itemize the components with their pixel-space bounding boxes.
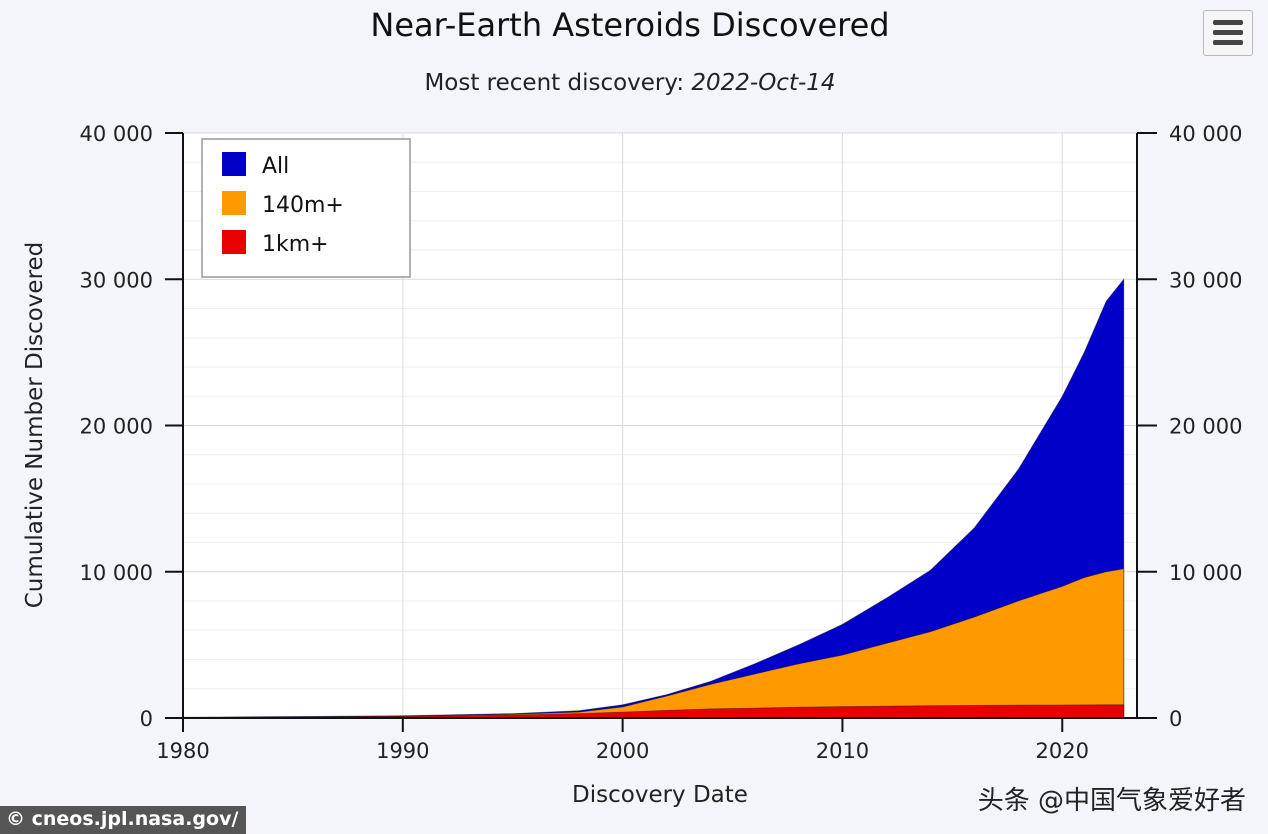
legend: All 140m+ 1km+ (201, 138, 411, 278)
menu-bar (1213, 40, 1243, 45)
x-tick-label: 2000 (596, 739, 649, 763)
y-tick-label-right: 20 000 (1169, 415, 1242, 439)
x-tick-label: 2020 (1036, 739, 1089, 763)
watermark: 头条 @中国气象爱好者 (977, 786, 1246, 816)
y-tick-label-left: 30 000 (80, 268, 153, 292)
footer-credit[interactable]: © cneos.jpl.nasa.gov/ (0, 806, 247, 834)
most-recent-date: 2022-Oct-14 (691, 70, 836, 96)
subtitle-prefix: Most recent discovery: (424, 70, 692, 96)
y-tick-label-right: 0 (1169, 707, 1182, 731)
y-tick-label-right: 40 000 (1169, 122, 1242, 146)
legend-swatch-All (222, 152, 246, 176)
area-series-1km+ (182, 704, 1125, 719)
x-tick-label: 1990 (376, 739, 429, 763)
x-tick-label: 2010 (816, 739, 869, 763)
menu-bar (1213, 30, 1243, 35)
y-tick-label-right: 10 000 (1169, 561, 1242, 585)
legend-label[interactable]: 1km+ (262, 232, 329, 257)
y-tick-label-left: 20 000 (80, 415, 153, 439)
y-tick-label-left: 10 000 (80, 561, 153, 585)
legend-swatch-140m+ (222, 191, 246, 215)
area-series-All (182, 278, 1125, 719)
chart-subtitle: Most recent discovery: 2022-Oct-14 (0, 70, 1260, 96)
legend-label[interactable]: All (262, 154, 289, 179)
chart-title: Near-Earth Asteroids Discovered (370, 6, 890, 44)
y-tick-label-left: 0 (140, 707, 153, 731)
area-series-140m+ (182, 568, 1125, 719)
legend-swatch-1km+ (222, 230, 246, 254)
x-tick-label: 1980 (156, 739, 209, 763)
y-tick-label-left: 40 000 (80, 122, 153, 146)
hamburger-menu-button[interactable] (1203, 10, 1253, 56)
y-axis-label: Cumulative Number Discovered (22, 242, 48, 609)
x-axis-label: Discovery Date (572, 782, 748, 808)
legend-label[interactable]: 140m+ (262, 193, 344, 218)
y-tick-label-right: 30 000 (1169, 268, 1242, 292)
hamburger-menu-icon (1213, 20, 1243, 25)
